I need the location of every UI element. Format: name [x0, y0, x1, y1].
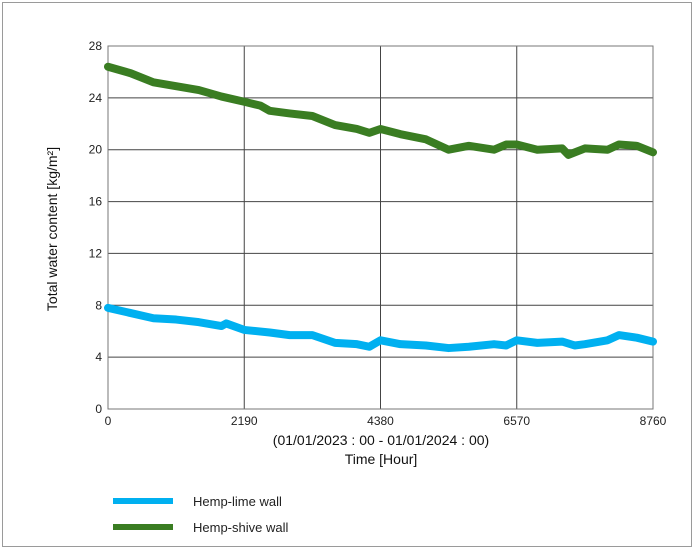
legend-label: Hemp-shive wall [193, 520, 288, 535]
y-tick-label: 20 [89, 143, 103, 157]
plot-area [107, 45, 654, 410]
x-axis-label-period: (01/01/2023 : 00 - 01/01/2024 : 00) [273, 432, 489, 448]
x-tick-label: 4380 [367, 414, 394, 428]
x-axis-label: Time [Hour] [345, 451, 418, 467]
y-tick-label: 0 [95, 402, 102, 416]
series-line-hemp-shive-wall [104, 62, 657, 159]
y-tick-label: 8 [95, 298, 102, 312]
y-tick-label: 28 [89, 39, 103, 53]
x-tick-label: 2190 [231, 414, 258, 428]
y-tick-label: 4 [95, 350, 102, 364]
y-tick-label: 24 [89, 91, 103, 105]
y-tick-label: 16 [89, 195, 103, 209]
x-tick-label: 8760 [640, 414, 667, 428]
y-tick-label: 12 [89, 246, 103, 260]
series-line-hemp-lime-wall [104, 303, 657, 353]
water-content-chart: 0 4 8 12 16 20 24 28 0 2190 4380 6570 8760 (01/01/20… [44, 39, 667, 535]
x-tick-label: 6570 [503, 414, 530, 428]
y-axis-label: Total water content [kg/m²] [44, 147, 60, 311]
x-tick-label: 0 [105, 414, 112, 428]
legend-label: Hemp-lime wall [193, 494, 282, 509]
